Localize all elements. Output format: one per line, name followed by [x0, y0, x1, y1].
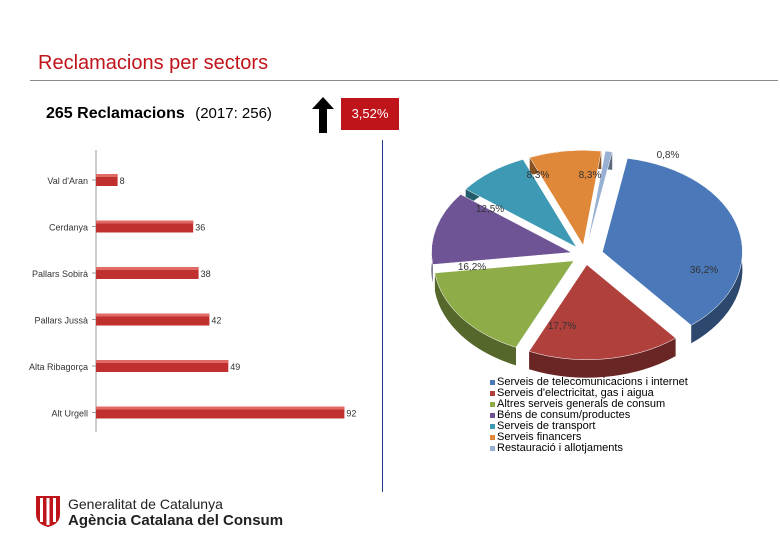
bar-highlight	[96, 313, 210, 317]
generalitat-logo	[36, 496, 60, 527]
legend-item: Serveis financers	[490, 432, 688, 443]
bar-category-label: Alta Ribagorça	[29, 362, 88, 372]
legend-item: Restauració i allotjaments	[490, 443, 688, 454]
bar-highlight	[96, 220, 194, 224]
legend-item: Serveis de transport	[490, 421, 688, 432]
pie-value-label: 36,2%	[690, 265, 718, 276]
legend-swatch	[490, 380, 495, 385]
bar-value-label: 42	[211, 316, 221, 326]
legend-label: Serveis de telecomunicacions i internet	[497, 376, 688, 388]
bar-value-label: 8	[120, 176, 125, 186]
pie-value-label: 12,5%	[476, 204, 504, 215]
legend-swatch	[490, 402, 495, 407]
legend-label: Serveis d'electricitat, gas i aigua	[497, 387, 654, 399]
vertical-divider	[382, 140, 383, 492]
bar-category-label: Alt Urgell	[51, 409, 88, 419]
bar-highlight	[96, 174, 118, 177]
legend-label: Serveis financers	[497, 431, 582, 443]
legend-swatch	[490, 413, 495, 418]
bar-category-label: Pallars Jussà	[34, 316, 88, 326]
pie-slice	[431, 194, 573, 265]
title-divider	[30, 80, 778, 81]
arrow-up-icon	[312, 97, 334, 133]
legend-swatch	[490, 424, 495, 429]
page-title: Reclamacions per sectors	[38, 52, 269, 74]
bar-value-label: 38	[201, 269, 211, 279]
pie-value-label: 16,2%	[458, 262, 486, 273]
pie-value-label: 8,3%	[527, 170, 550, 181]
bar-value-label: 36	[195, 223, 205, 233]
pie-slice	[529, 150, 602, 246]
legend-swatch	[490, 446, 495, 451]
legend-label: Restauració i allotjaments	[497, 442, 623, 454]
bar-highlight	[96, 360, 229, 363]
pie-chart: 36,2% 17,7% 16,2% 12,5% 8,3% 8,3% 0,8%	[431, 150, 743, 378]
total-summary: 265 Reclamacions (2017: 256)	[46, 105, 272, 123]
legend-item: Serveis d'electricitat, gas i aigua	[490, 388, 688, 399]
legend-item: Serveis de telecomunicacions i internet	[490, 377, 688, 388]
legend-label: Altres serveis generals de consum	[497, 398, 666, 410]
total-claims-label: 265 Reclamacions	[46, 105, 185, 122]
bar-highlight	[96, 267, 199, 270]
pie-legend: Serveis de telecomunicacions i internet S…	[490, 377, 688, 454]
bar-category-label: Val d'Aran	[47, 176, 88, 186]
bar-value-label: 92	[346, 409, 356, 419]
previous-year-label: (2017: 256)	[195, 105, 272, 122]
bar-chart: Val d'Aran 8 Cerdanya 36 Pallars Sobirà 38 Pal…	[29, 150, 356, 432]
pie-slice	[528, 264, 677, 360]
pie-value-label: 8,3%	[579, 170, 602, 181]
pie-slice	[434, 260, 575, 348]
legend-label: Béns de consum/productes	[497, 409, 631, 421]
bar-value-label: 49	[230, 362, 240, 372]
pie-slice-side	[529, 338, 676, 378]
change-badge: 3,52%	[341, 98, 399, 130]
pie-slice	[586, 150, 613, 246]
pie-slice	[602, 158, 743, 326]
bar-category-label: Pallars Sobirà	[32, 269, 88, 279]
legend-swatch	[490, 435, 495, 440]
bar-highlight	[96, 406, 345, 410]
agency-name: Agència Catalana del Consum	[68, 512, 284, 529]
bar-category-label: Cerdanya	[49, 223, 88, 233]
legend-item: Béns de consum/productes	[490, 410, 688, 421]
legend-label: Serveis de transport	[497, 420, 596, 432]
pie-value-label: 17,7%	[548, 321, 576, 332]
pie-slice-side	[434, 272, 517, 366]
pie-value-label: 0,8%	[657, 150, 680, 161]
pie-slice	[465, 159, 578, 248]
legend-swatch	[490, 391, 495, 396]
legend-item: Altres serveis generals de consum	[490, 399, 688, 410]
org-name: Generalitat de Catalunya	[68, 496, 223, 512]
